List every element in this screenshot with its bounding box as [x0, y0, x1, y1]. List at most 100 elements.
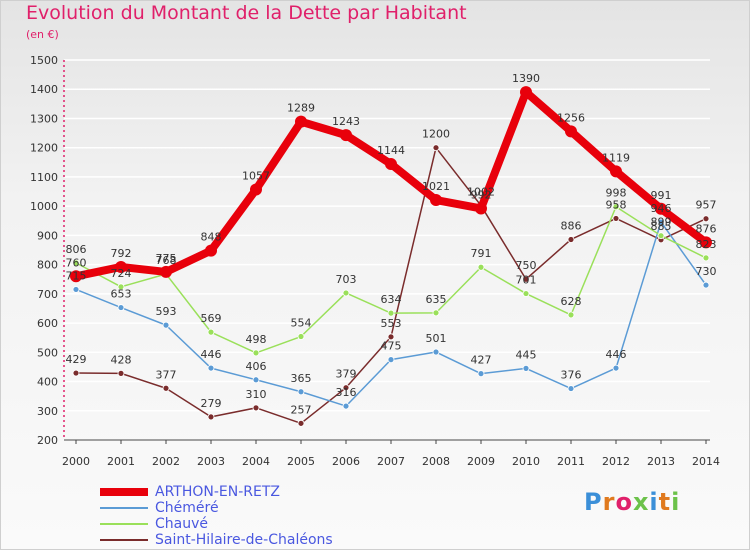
data-label: 628	[561, 295, 582, 308]
data-label: 1057	[242, 169, 270, 182]
data-point	[477, 370, 485, 378]
logo-letter: i	[671, 488, 681, 516]
data-point	[565, 125, 577, 138]
data-label: 724	[111, 267, 132, 280]
data-label: 876	[696, 222, 717, 235]
x-tick-label: 2003	[197, 455, 225, 468]
data-point	[342, 384, 350, 392]
data-point	[610, 165, 622, 178]
data-label: 1256	[557, 111, 585, 124]
data-label: 501	[426, 332, 447, 345]
data-point	[70, 270, 82, 283]
chart-unit: (en €)	[26, 28, 59, 41]
data-point	[117, 283, 125, 291]
legend-label-arthon: ARTHON-EN-RETZ	[155, 484, 280, 500]
data-label: 957	[696, 199, 717, 212]
data-point	[655, 202, 667, 215]
data-label: 427	[471, 354, 492, 367]
proxiti-logo: Proxiti	[584, 488, 680, 516]
data-label: 791	[471, 247, 492, 260]
data-label: 1002	[467, 186, 495, 199]
data-point	[205, 244, 217, 257]
data-point	[297, 333, 305, 340]
data-point	[612, 215, 620, 222]
data-labels: 760 792 775 848 1057 1289 1243 1144 1021 992 1390 1…	[66, 72, 717, 416]
data-point	[342, 402, 350, 410]
y-tick-label: 300	[37, 405, 58, 418]
data-point	[72, 369, 80, 377]
data-point	[207, 413, 215, 421]
data-label: 750	[516, 259, 537, 272]
x-tick-label: 2010	[512, 455, 540, 468]
gridlines	[64, 59, 710, 441]
data-point	[72, 286, 80, 293]
data-label: 445	[516, 348, 537, 361]
y-tick-label: 1000	[30, 200, 58, 213]
data-label: 635	[426, 293, 447, 306]
legend-swatch-chemere	[100, 507, 148, 509]
data-label: 1021	[422, 180, 450, 193]
y-tick-label: 600	[37, 317, 58, 330]
x-tick-label: 2006	[332, 455, 360, 468]
legend-swatch-arthon	[100, 488, 148, 496]
data-label: 569	[201, 312, 222, 325]
data-label: 377	[156, 368, 177, 381]
legend-label-chemere: Chéméré	[155, 500, 219, 516]
series-line	[72, 88, 710, 281]
data-point	[522, 290, 530, 297]
data-point	[250, 183, 262, 196]
series-layer	[70, 86, 712, 427]
data-label: 768	[156, 254, 177, 267]
data-label: 886	[561, 219, 582, 232]
x-tick-label: 2007	[377, 455, 405, 468]
data-label: 376	[561, 369, 582, 382]
data-label: 1390	[512, 72, 540, 85]
data-point	[520, 86, 532, 99]
data-label: 958	[606, 198, 627, 211]
data-point	[702, 281, 710, 289]
y-tick-label: 200	[37, 434, 58, 447]
data-point	[387, 333, 395, 341]
y-tick-label: 1300	[30, 112, 58, 125]
data-point	[430, 194, 442, 207]
data-label: 498	[246, 333, 267, 346]
data-label: 257	[291, 403, 312, 416]
data-label: 701	[516, 274, 537, 287]
data-point	[567, 236, 575, 243]
data-label: 1243	[332, 115, 360, 128]
data-point	[657, 218, 665, 226]
x-tick-label: 2014	[692, 455, 720, 468]
data-label: 316	[336, 386, 357, 399]
data-point	[700, 236, 712, 249]
data-label: 792	[111, 247, 132, 260]
data-label: 365	[291, 372, 312, 385]
data-label: 715	[66, 269, 87, 282]
data-label: 806	[66, 243, 87, 256]
data-point	[522, 275, 530, 283]
data-point	[477, 263, 485, 271]
data-point	[567, 385, 575, 392]
data-label: 429	[66, 353, 87, 366]
data-point	[475, 202, 487, 215]
legend-label-chauve: Chauvé	[155, 516, 208, 532]
data-label: 848	[201, 231, 222, 244]
y-tick-label: 400	[37, 376, 58, 389]
data-label: 446	[606, 348, 627, 361]
data-label: 428	[111, 353, 132, 366]
data-point	[72, 259, 80, 267]
logo-letter: x	[632, 488, 650, 516]
data-point	[162, 384, 170, 392]
data-point	[207, 364, 215, 372]
data-label: 946	[651, 202, 672, 215]
x-tick-label: 2004	[242, 455, 270, 468]
data-label: 998	[606, 187, 627, 200]
y-tick-label: 1400	[30, 83, 58, 96]
data-point	[117, 369, 125, 377]
legend-label-saint-hilaire: Saint-Hilaire-de-Chaléons	[155, 532, 333, 548]
data-point	[252, 404, 260, 412]
logo-letter: t	[658, 488, 672, 516]
legend-swatch-chauve	[100, 523, 148, 525]
chart-title: Evolution du Montant de la Dette par Hab…	[26, 2, 467, 24]
data-point	[387, 356, 395, 364]
logo-letter: i	[649, 488, 659, 516]
